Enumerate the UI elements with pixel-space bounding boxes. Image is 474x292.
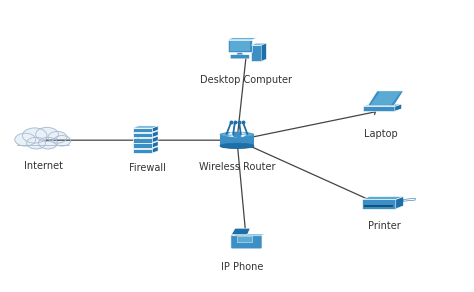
Ellipse shape [220,143,254,148]
Polygon shape [237,132,247,135]
FancyBboxPatch shape [362,199,396,209]
Ellipse shape [220,144,254,149]
Polygon shape [133,126,158,128]
Polygon shape [363,104,401,107]
Polygon shape [227,135,237,138]
Polygon shape [367,91,403,106]
Text: Desktop Computer: Desktop Computer [201,75,292,85]
FancyBboxPatch shape [364,205,393,207]
FancyBboxPatch shape [133,143,153,148]
Text: IP Phone: IP Phone [220,262,263,272]
FancyBboxPatch shape [230,41,250,51]
Polygon shape [232,234,265,236]
FancyBboxPatch shape [133,128,153,132]
Polygon shape [395,104,401,111]
FancyBboxPatch shape [231,235,262,249]
Text: Laptop: Laptop [365,128,398,139]
FancyBboxPatch shape [133,138,153,142]
FancyBboxPatch shape [133,133,153,137]
Polygon shape [153,131,158,137]
Polygon shape [262,43,266,61]
Polygon shape [153,147,158,153]
Polygon shape [231,228,250,235]
Circle shape [15,133,36,146]
Polygon shape [363,107,395,111]
Polygon shape [228,132,237,135]
Polygon shape [403,198,415,201]
Polygon shape [17,139,69,145]
Text: Wireless Router: Wireless Router [199,162,275,172]
Polygon shape [153,126,158,132]
Polygon shape [228,38,257,40]
Ellipse shape [220,132,254,137]
Polygon shape [236,53,244,56]
Circle shape [22,128,47,143]
FancyBboxPatch shape [230,55,249,59]
Polygon shape [362,197,403,199]
Polygon shape [396,197,403,209]
Text: Internet: Internet [24,161,63,171]
Text: Firewall: Firewall [129,164,165,173]
Polygon shape [153,136,158,142]
Circle shape [48,131,67,143]
Circle shape [27,137,46,149]
Circle shape [54,135,71,146]
FancyBboxPatch shape [237,237,253,243]
Circle shape [36,127,58,141]
Polygon shape [251,43,266,45]
Text: Printer: Printer [368,221,401,231]
Polygon shape [370,92,401,105]
FancyBboxPatch shape [133,149,153,153]
FancyBboxPatch shape [251,45,262,61]
Polygon shape [153,141,158,148]
Circle shape [233,132,241,137]
Circle shape [38,137,57,149]
Polygon shape [220,135,254,146]
FancyBboxPatch shape [228,40,252,53]
Polygon shape [237,135,246,137]
